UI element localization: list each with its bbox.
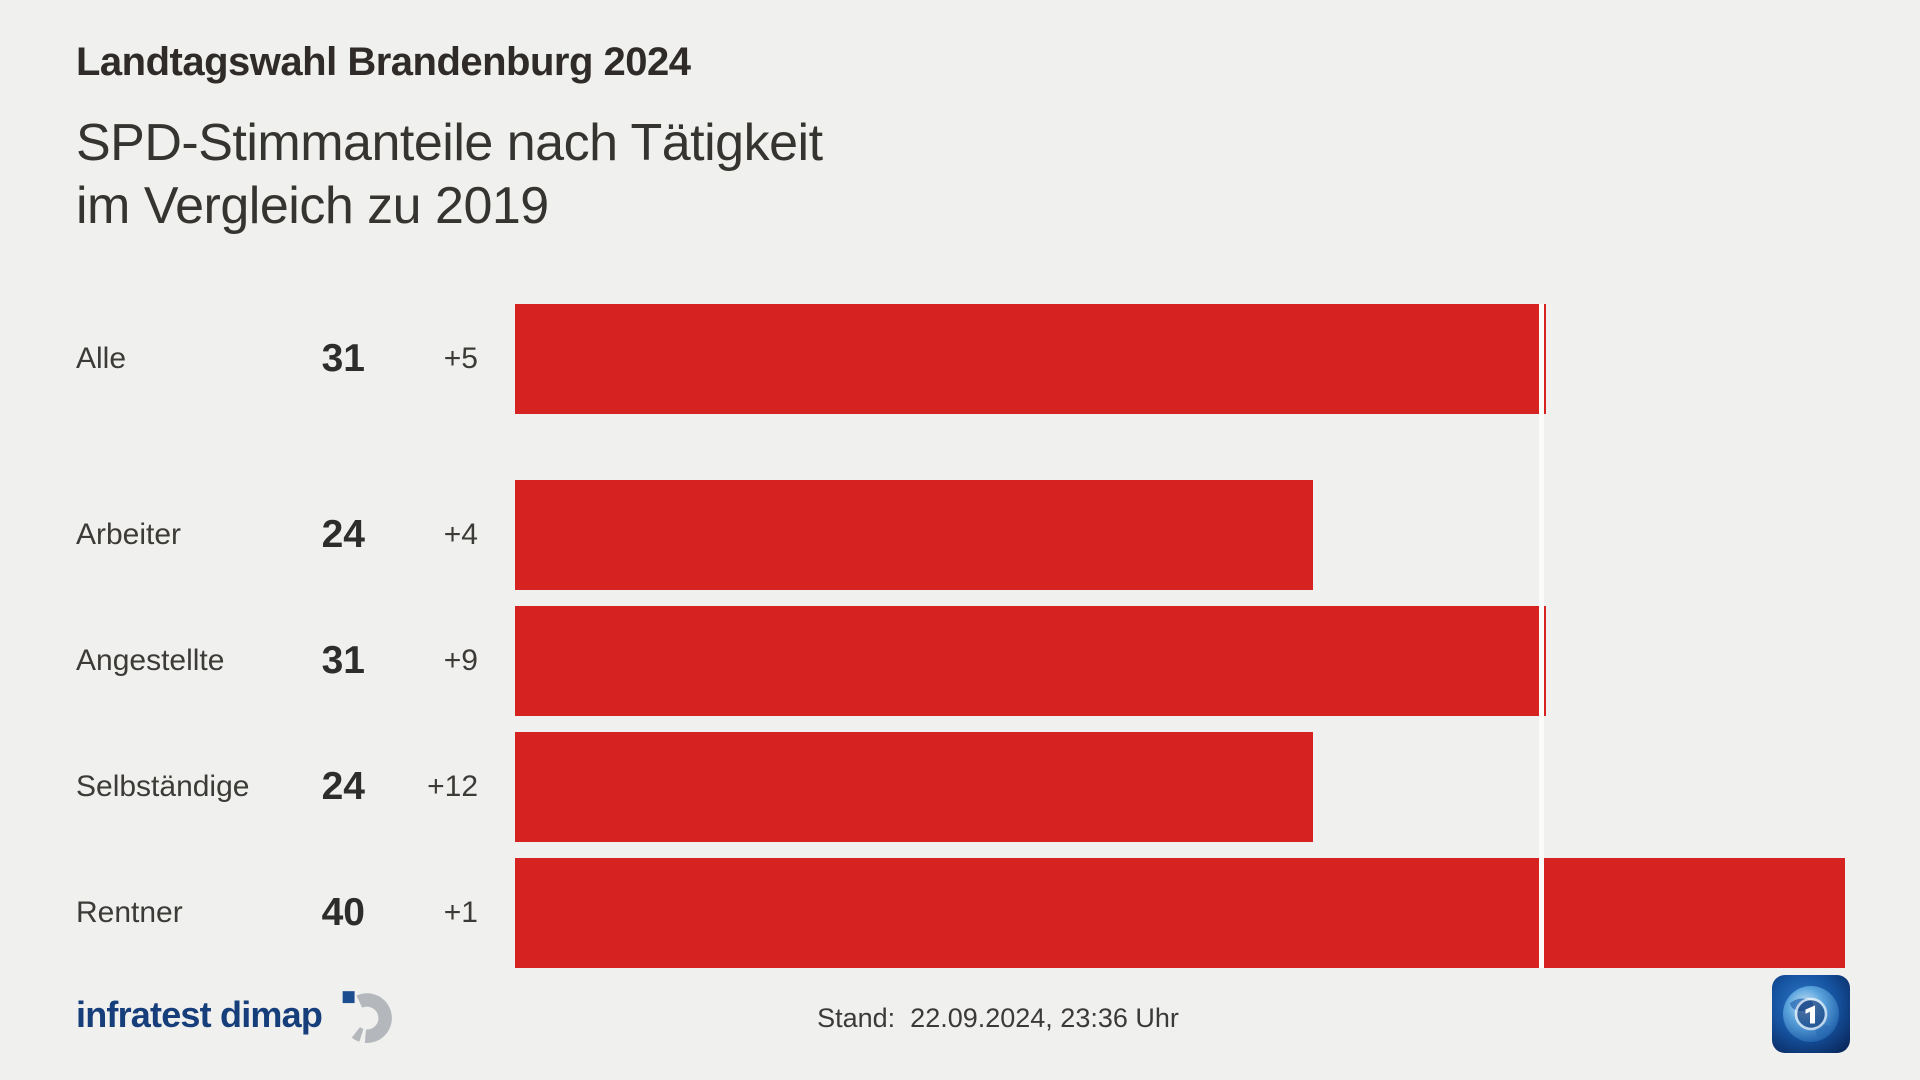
- ard-globe-icon: [1772, 975, 1850, 1053]
- bar-arbeiter: [515, 480, 1313, 590]
- bar-rentner: [515, 858, 1845, 968]
- value-label: 40: [321, 891, 365, 934]
- category-label: Alle: [76, 342, 127, 375]
- category-label: Angestellte: [76, 644, 225, 677]
- change-label: +4: [443, 518, 478, 551]
- ard-logo: [1772, 975, 1850, 1053]
- infratest-dimap-mark-icon: [342, 991, 392, 1043]
- value-label: 24: [321, 765, 365, 808]
- chart-row-alle: Alle 31 +5: [0, 304, 1920, 414]
- chart-row-arbeiter: Arbeiter 24 +4: [0, 480, 1920, 590]
- chart-row-angestellte: Angestellte 31 +9: [0, 606, 1920, 716]
- reference-line-alle-value: [1539, 304, 1544, 968]
- infratest-dimap-wordmark: infratest dimap: [76, 994, 323, 1035]
- timestamp-label: Stand:: [817, 1003, 896, 1033]
- bar-chart: Alle 31 +5 Arbeiter 24 +4 Angestellte 31…: [0, 304, 1920, 968]
- bar-angestellte: [515, 606, 1546, 716]
- category-label: Selbständige: [76, 770, 250, 803]
- change-label: +5: [443, 342, 478, 375]
- chart-row-rentner: Rentner 40 +1: [0, 858, 1920, 968]
- timestamp-value: 22.09.2024, 23:36 Uhr: [910, 1003, 1179, 1033]
- bar-alle: [515, 304, 1546, 414]
- category-label: Rentner: [76, 896, 183, 929]
- bar-selbstaendige: [515, 732, 1313, 842]
- chart-title-line1: SPD-Stimmanteile nach Tätigkeit: [76, 114, 823, 172]
- chart-row-selbstaendige: Selbständige 24 +12: [0, 732, 1920, 842]
- category-label: Arbeiter: [76, 518, 182, 551]
- value-label: 24: [321, 513, 365, 556]
- chart-title-line2: im Vergleich zu 2019: [76, 177, 549, 235]
- election-kicker: Landtagswahl Brandenburg 2024: [76, 40, 691, 84]
- value-label: 31: [321, 337, 365, 380]
- change-label: +9: [443, 644, 478, 677]
- timestamp: Stand: 22.09.2024, 23:36 Uhr: [817, 1003, 1179, 1034]
- change-label: +12: [427, 770, 478, 803]
- infratest-dimap-logo: infratest dimap: [76, 986, 396, 1044]
- chart-title: SPD-Stimmanteile nach Tätigkeit im Vergl…: [76, 112, 823, 238]
- change-label: +1: [443, 896, 478, 929]
- value-label: 31: [321, 639, 365, 682]
